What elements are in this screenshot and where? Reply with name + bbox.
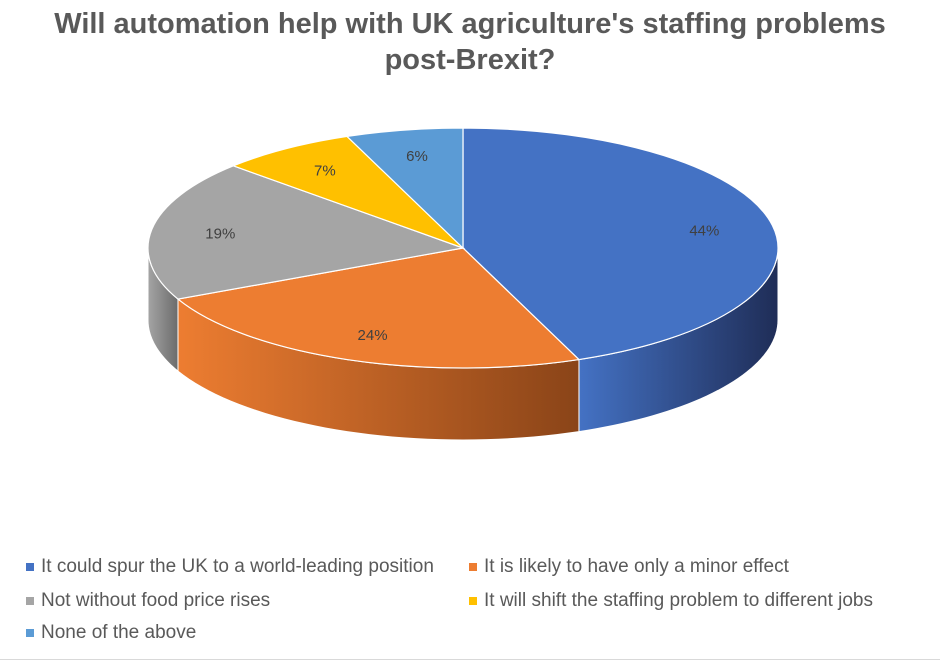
chart-title: Will automation help with UK agriculture… (0, 6, 940, 78)
pie-slice-none-of-the-above (345, 127, 464, 250)
chart-title-line-1: Will automation help with UK agriculture… (54, 8, 886, 40)
pie-slice-it-will-shift-the-staffing-problem-to-different-jobs (231, 135, 464, 249)
legend-entry-shift-jobs: It will shift the staffing problem to di… (469, 590, 873, 612)
pie-slice-not-without-food-price-rises (147, 165, 466, 300)
legend-label-world-leading: It could spur the UK to a world-leading … (41, 556, 434, 577)
legend-swatch-shift-jobs (469, 597, 477, 605)
legend-swatch-none (26, 629, 34, 637)
pie-slice-it-is-likely-to-have-only-a-minor-effect (176, 247, 581, 369)
data-label-not-without-food-price-rises: 19% (205, 225, 235, 242)
legend-label-none: None of the above (41, 622, 197, 643)
legend-label-minor-effect: It is likely to have only a minor effect (484, 556, 789, 577)
data-label-it-could-spur-the-uk-to-a-world-leading-position: 44% (689, 222, 719, 239)
legend-entry-world-leading: It could spur the UK to a world-leading … (26, 556, 434, 578)
data-label-it-will-shift-the-staffing-problem-to-different-jobs: 7% (314, 163, 336, 180)
legend-entry-minor-effect: It is likely to have only a minor effect (469, 556, 789, 578)
legend-label-food-price: Not without food price rises (41, 590, 271, 611)
legend-swatch-minor-effect (469, 563, 477, 571)
bottom-divider (0, 659, 940, 660)
legend-entry-food-price: Not without food price rises (26, 590, 270, 612)
data-label-none-of-the-above: 6% (406, 148, 428, 165)
chart-title-line-2: post-Brexit? (384, 44, 556, 76)
pie-slice-it-could-spur-the-uk-to-a-world-leading-position (462, 127, 779, 361)
data-label-it-is-likely-to-have-only-a-minor-effect: 24% (358, 327, 388, 344)
legend-swatch-world-leading (26, 563, 34, 571)
legend-entry-none: None of the above (26, 622, 196, 644)
legend-label-shift-jobs: It will shift the staffing problem to di… (484, 590, 873, 611)
legend-swatch-food-price (26, 597, 34, 605)
